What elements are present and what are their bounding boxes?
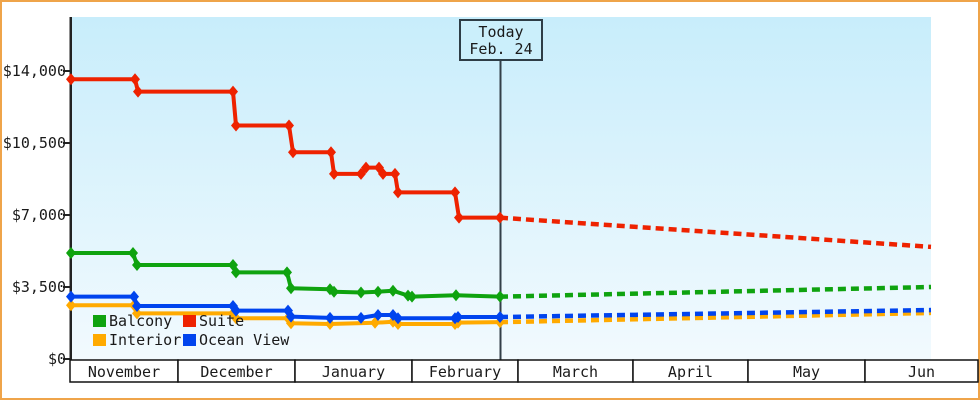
ocean-view-forecast-line (499, 307, 932, 320)
suite-data-point (231, 119, 241, 132)
legend-label-balcony: Balcony (109, 312, 172, 330)
suite-data-point (361, 161, 371, 174)
month-label: November (88, 363, 160, 381)
ocean-view-data-point (495, 311, 505, 324)
y-axis-line (69, 17, 72, 362)
interior-data-point (325, 318, 335, 331)
suite-data-point (66, 73, 76, 86)
balcony-data-point (373, 285, 383, 298)
month-label: December (200, 363, 272, 381)
legend-swatch-balcony (93, 315, 106, 327)
balcony-forecast-line (499, 284, 932, 299)
balcony-data-point (329, 285, 339, 298)
month-label: April (668, 363, 713, 381)
month-label: February (429, 363, 501, 381)
y-axis-tick (63, 286, 70, 288)
legend-label-interior: Interior (109, 331, 181, 349)
interior-data-point (66, 299, 76, 312)
month-label: May (793, 363, 820, 381)
ocean-view-data-point (373, 308, 383, 321)
y-axis-tick-label: $3,500 (12, 278, 66, 296)
suite-data-point (326, 146, 336, 159)
suite-data-point (450, 186, 460, 199)
suite-data-point (454, 211, 464, 224)
legend-label-ocean-view: Ocean View (199, 331, 290, 349)
ocean-view-data-point (132, 300, 142, 313)
y-axis-tick (63, 70, 70, 72)
suite-data-point (228, 85, 238, 98)
balcony-data-point (407, 290, 417, 303)
today-label-box (459, 19, 543, 61)
month-label: January (322, 363, 385, 381)
balcony-data-point (388, 284, 398, 297)
balcony-data-point (451, 289, 461, 302)
ocean-view-data-point (453, 311, 463, 324)
balcony-data-point (495, 290, 505, 303)
month-label: March (553, 363, 598, 381)
balcony-data-point (286, 282, 296, 295)
ocean-view-data-point (286, 310, 296, 323)
y-axis-tick-label: $7,000 (12, 206, 66, 224)
ocean-view-data-point (393, 312, 403, 325)
suite-history-line (71, 77, 500, 220)
balcony-data-point (132, 258, 142, 271)
month-cell (864, 359, 979, 383)
interior-data-point (231, 312, 241, 325)
suite-data-point (133, 85, 143, 98)
interior-data-point (286, 317, 296, 330)
balcony-data-point (128, 247, 138, 260)
suite-data-point (130, 73, 140, 86)
y-axis-tick-label: $10,500 (3, 134, 66, 152)
y-axis-tick-label: $14,000 (3, 62, 66, 80)
suite-data-point (356, 167, 366, 180)
legend-swatch-ocean-view (183, 334, 196, 346)
suite-data-point (390, 167, 400, 180)
suite-data-point (495, 211, 505, 224)
balcony-data-point (282, 266, 292, 279)
interior-data-point (132, 307, 142, 320)
suite-forecast-line (499, 215, 932, 250)
suite-data-point (393, 186, 403, 199)
month-label: Jun (908, 363, 935, 381)
y-axis-tick (63, 214, 70, 216)
ocean-view-data-point (129, 290, 139, 303)
legend-label-suite: Suite (199, 312, 244, 330)
interior-forecast-line (499, 310, 932, 325)
balcony-data-point (356, 286, 366, 299)
ocean-view-data-point (66, 290, 76, 303)
balcony-data-point (66, 247, 76, 260)
suite-data-point (288, 146, 298, 159)
today-label-line1: Today (478, 23, 523, 41)
legend-swatch-suite (183, 315, 196, 327)
y-axis-tick-label: $0 (48, 350, 66, 368)
y-axis-tick (63, 358, 70, 360)
ocean-view-data-point (356, 311, 366, 324)
ocean-view-data-point (325, 311, 335, 324)
suite-data-point (329, 167, 339, 180)
legend-swatch-interior (93, 334, 106, 346)
ocean-view-data-point (231, 304, 241, 317)
balcony-data-point (231, 266, 241, 279)
y-axis-tick (63, 142, 70, 144)
interior-history-line (71, 303, 501, 327)
suite-data-point (378, 167, 388, 180)
today-label-line2: Feb. 24 (469, 40, 532, 58)
suite-data-point (284, 119, 294, 132)
